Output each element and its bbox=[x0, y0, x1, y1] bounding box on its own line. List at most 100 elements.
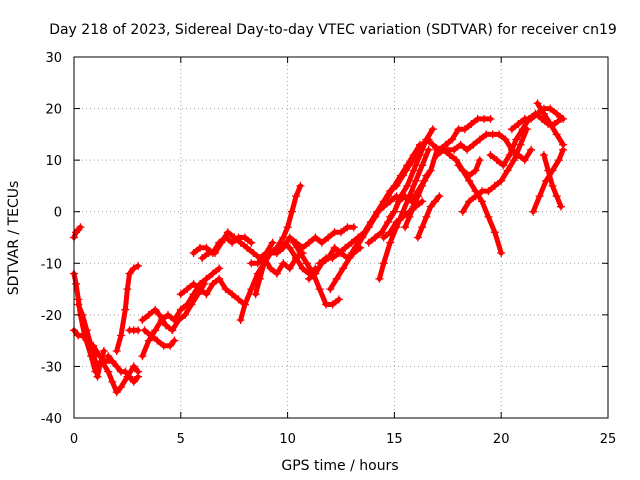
x-tick-label: 15 bbox=[386, 432, 403, 447]
data-point bbox=[151, 326, 160, 335]
data-point bbox=[360, 228, 369, 237]
data-point bbox=[422, 171, 431, 180]
data-point bbox=[198, 254, 207, 263]
series-track-05 bbox=[104, 352, 143, 386]
data-point bbox=[208, 269, 217, 278]
data-point bbox=[386, 212, 395, 221]
data-point bbox=[153, 336, 162, 345]
series-track-33 bbox=[458, 125, 531, 216]
data-point bbox=[401, 192, 410, 201]
series-line bbox=[402, 173, 429, 230]
y-tick-label: 0 bbox=[54, 206, 62, 221]
data-point bbox=[463, 145, 471, 154]
data-point bbox=[285, 264, 294, 273]
data-point bbox=[486, 151, 495, 159]
y-tick-label: -40 bbox=[41, 412, 62, 427]
data-point bbox=[87, 341, 96, 350]
x-tick-label: 5 bbox=[177, 432, 185, 447]
data-point bbox=[390, 207, 399, 216]
data-point bbox=[189, 249, 198, 257]
data-point bbox=[471, 192, 480, 201]
data-point bbox=[520, 156, 529, 165]
data-point bbox=[413, 192, 422, 201]
data-point bbox=[168, 326, 177, 335]
data-point bbox=[104, 367, 113, 376]
data-point bbox=[441, 140, 450, 149]
data-point bbox=[200, 279, 209, 288]
data-point bbox=[554, 156, 563, 165]
data-point bbox=[460, 125, 469, 134]
data-point bbox=[144, 336, 153, 345]
data-point bbox=[349, 223, 358, 232]
series-track-10 bbox=[140, 326, 179, 350]
data-point bbox=[202, 243, 211, 252]
data-point bbox=[394, 197, 403, 206]
data-point bbox=[428, 140, 437, 149]
data-point bbox=[134, 372, 143, 381]
data-point bbox=[422, 135, 431, 144]
data-point bbox=[183, 285, 192, 294]
data-point bbox=[129, 362, 138, 371]
data-point bbox=[495, 130, 504, 139]
data-point bbox=[392, 218, 401, 226]
data-point bbox=[426, 202, 435, 211]
y-tick-label: -10 bbox=[41, 257, 62, 272]
data-point bbox=[403, 181, 412, 190]
data-point bbox=[121, 367, 130, 376]
data-point bbox=[354, 238, 363, 247]
data-point bbox=[448, 135, 457, 144]
data-point bbox=[454, 161, 463, 170]
data-point bbox=[292, 192, 301, 201]
data-point bbox=[475, 156, 484, 165]
series-track-28 bbox=[413, 192, 444, 242]
data-point bbox=[497, 249, 506, 257]
data-point bbox=[371, 233, 380, 242]
data-point bbox=[255, 274, 264, 283]
data-point bbox=[546, 104, 555, 113]
data-point bbox=[292, 254, 301, 263]
data-point bbox=[469, 140, 478, 149]
data-point bbox=[129, 264, 138, 273]
data-point bbox=[533, 99, 542, 108]
data-point bbox=[108, 357, 117, 366]
data-point bbox=[424, 145, 433, 154]
x-tick-label: 10 bbox=[279, 432, 296, 447]
series-track-09 bbox=[138, 279, 209, 335]
y-tick-label: 30 bbox=[45, 51, 62, 66]
data-point bbox=[174, 316, 183, 324]
data-point bbox=[379, 197, 388, 206]
data-point bbox=[490, 228, 499, 237]
data-point bbox=[305, 238, 313, 247]
data-point bbox=[249, 249, 258, 257]
data-point bbox=[283, 223, 292, 232]
data-point bbox=[450, 145, 459, 154]
data-point bbox=[386, 187, 395, 196]
data-point bbox=[93, 372, 102, 381]
data-point bbox=[426, 166, 435, 175]
data-point bbox=[484, 212, 493, 221]
data-point bbox=[527, 145, 536, 154]
data-point bbox=[202, 290, 211, 299]
data-point bbox=[401, 223, 410, 232]
data-point bbox=[324, 233, 333, 242]
series-line bbox=[415, 193, 442, 240]
data-point bbox=[285, 233, 294, 242]
data-point bbox=[377, 228, 386, 237]
data-point bbox=[125, 269, 134, 278]
data-point bbox=[211, 249, 219, 257]
data-point bbox=[458, 166, 467, 175]
data-point bbox=[411, 176, 420, 185]
x-tick-label: 20 bbox=[493, 432, 510, 447]
x-tick-label: 25 bbox=[600, 432, 617, 447]
series-track-06 bbox=[112, 261, 143, 355]
series-line bbox=[71, 224, 83, 240]
data-point bbox=[557, 202, 565, 211]
data-point bbox=[347, 249, 356, 257]
data-point bbox=[552, 192, 561, 201]
data-point bbox=[546, 120, 555, 128]
data-point bbox=[497, 176, 506, 185]
data-point bbox=[166, 341, 175, 350]
data-point bbox=[99, 347, 108, 355]
data-point bbox=[240, 233, 249, 242]
data-point bbox=[91, 357, 100, 366]
